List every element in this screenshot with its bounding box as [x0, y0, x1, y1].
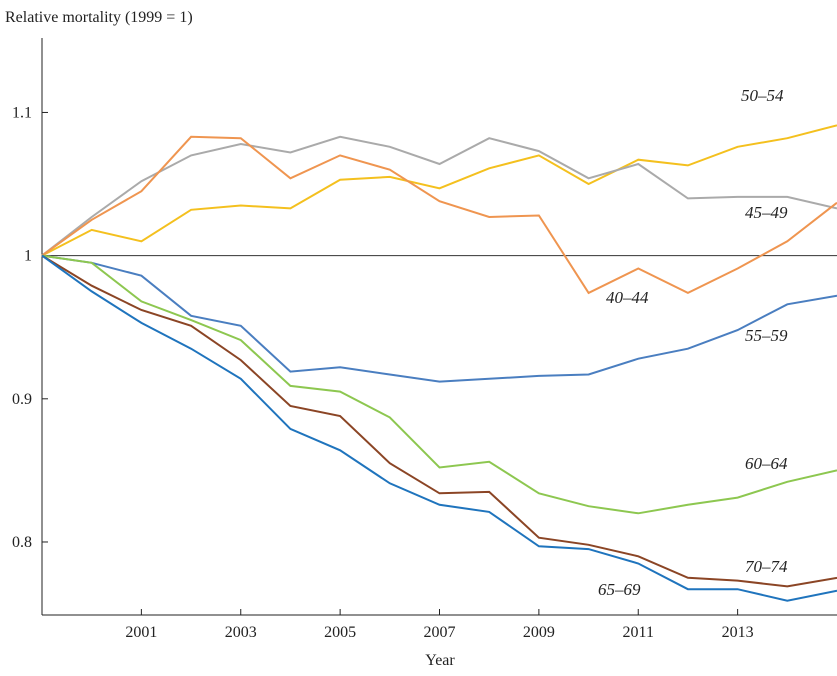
series-label: 55–59	[745, 326, 788, 345]
series-label: 65–69	[598, 580, 641, 599]
series-label: 70–74	[745, 557, 788, 576]
x-tick-label: 2009	[523, 624, 555, 641]
y-axis-label: Relative mortality (1999 = 1)	[5, 9, 193, 26]
x-tick-label: 2001	[125, 624, 157, 641]
x-tick-label: 2011	[623, 624, 654, 641]
series-line	[41, 124, 837, 257]
series-line	[41, 254, 837, 383]
series-label: 40–44	[606, 288, 649, 307]
y-tick-label: 1.1	[12, 104, 32, 121]
x-axis-label: Year	[425, 652, 455, 669]
y-tick-label: 0.8	[12, 534, 32, 551]
y-tick-label: 0.9	[12, 391, 32, 408]
series-line	[41, 135, 837, 257]
x-tick-label: 2003	[225, 624, 257, 641]
series-line	[41, 135, 837, 295]
x-tick-label: 2013	[722, 624, 754, 641]
x-tick-label: 2007	[424, 624, 456, 641]
x-tick-label: 2005	[324, 624, 356, 641]
series-label: 60–64	[745, 454, 788, 473]
series-line	[41, 254, 837, 602]
series-line	[41, 254, 837, 588]
y-tick-label: 1	[24, 248, 32, 265]
series-label: 45–49	[745, 203, 788, 222]
series-line	[41, 254, 837, 515]
series-label: 50–54	[741, 86, 784, 105]
